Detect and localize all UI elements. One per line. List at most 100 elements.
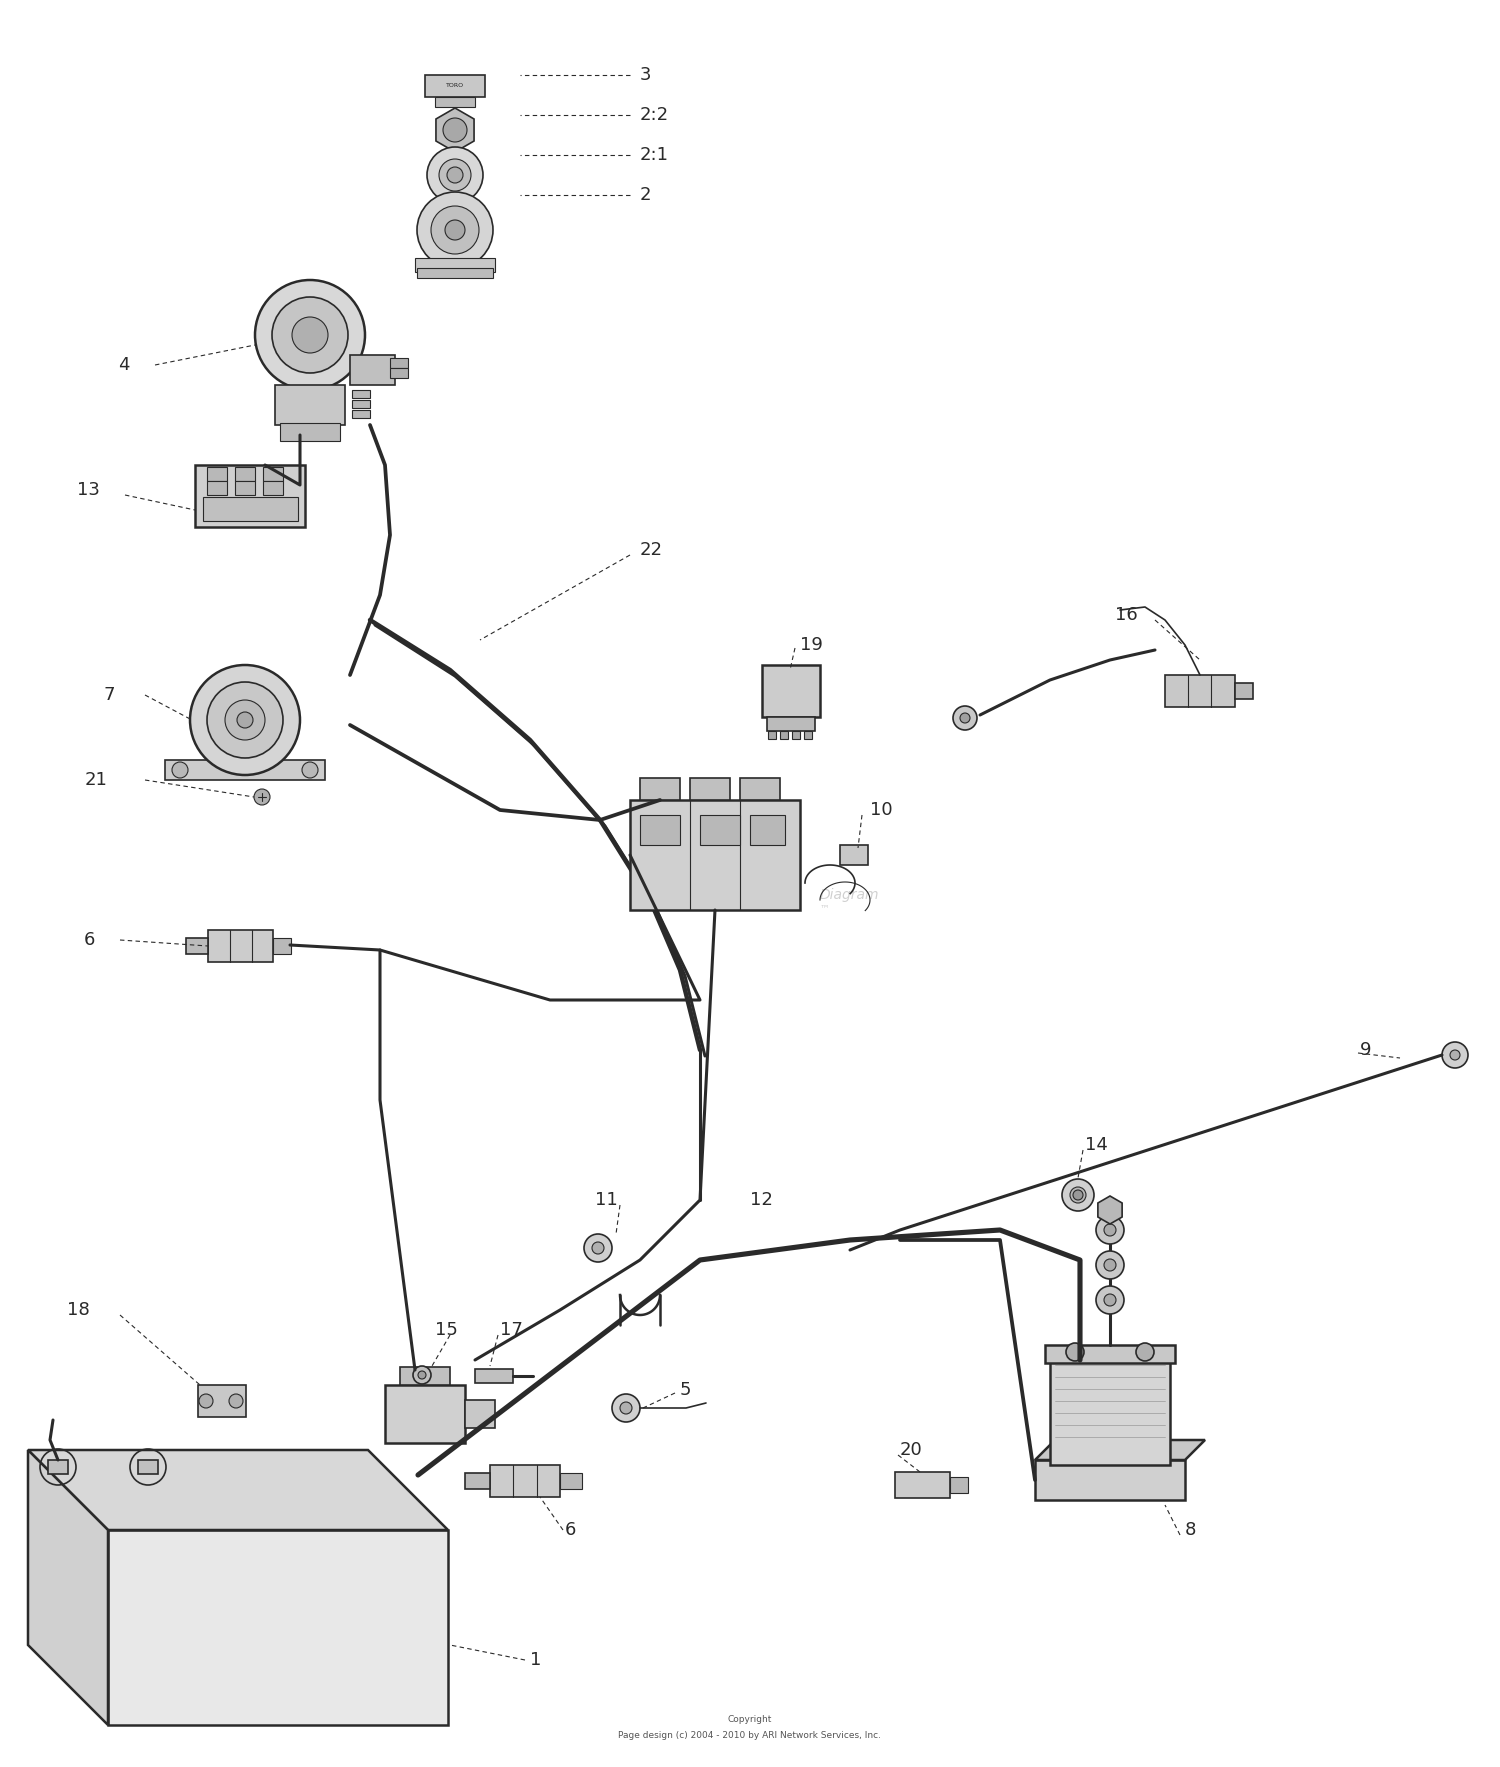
- Bar: [386, 1385, 465, 1444]
- Circle shape: [440, 159, 471, 191]
- Circle shape: [207, 682, 284, 758]
- Polygon shape: [1035, 1460, 1185, 1500]
- Circle shape: [1104, 1293, 1116, 1306]
- Circle shape: [427, 147, 483, 203]
- Polygon shape: [165, 760, 326, 779]
- Text: 6: 6: [566, 1521, 576, 1539]
- Circle shape: [952, 707, 976, 730]
- Circle shape: [413, 1366, 430, 1384]
- Bar: [209, 929, 273, 961]
- Bar: [350, 355, 394, 385]
- Text: 13: 13: [76, 481, 101, 498]
- Bar: [280, 422, 340, 442]
- Circle shape: [200, 1394, 213, 1408]
- Text: 2:1: 2:1: [640, 147, 669, 164]
- Bar: [640, 777, 680, 800]
- Bar: [490, 1465, 560, 1497]
- Bar: [195, 465, 304, 527]
- Bar: [792, 732, 800, 739]
- Bar: [352, 391, 370, 398]
- Bar: [262, 466, 284, 481]
- Bar: [417, 269, 494, 277]
- Circle shape: [237, 712, 254, 728]
- Bar: [400, 1368, 450, 1385]
- Circle shape: [1072, 1189, 1083, 1200]
- Text: 8: 8: [1185, 1521, 1197, 1539]
- Bar: [1166, 675, 1234, 707]
- Text: 12: 12: [750, 1191, 772, 1209]
- Circle shape: [1096, 1286, 1124, 1315]
- Circle shape: [1096, 1216, 1124, 1244]
- Circle shape: [1136, 1343, 1154, 1361]
- Text: 9: 9: [1360, 1041, 1371, 1058]
- Text: Page design (c) 2004 - 2010 by ARI Network Services, Inc.: Page design (c) 2004 - 2010 by ARI Netwo…: [618, 1730, 882, 1739]
- Bar: [804, 732, 812, 739]
- Text: Diagram: Diagram: [821, 889, 879, 901]
- Text: 2: 2: [640, 186, 651, 203]
- Circle shape: [254, 790, 270, 806]
- Circle shape: [960, 714, 970, 723]
- Polygon shape: [436, 108, 474, 152]
- Circle shape: [447, 168, 464, 184]
- Circle shape: [292, 316, 328, 353]
- Text: 1: 1: [530, 1650, 542, 1670]
- Bar: [138, 1460, 158, 1474]
- Bar: [236, 466, 255, 481]
- Circle shape: [584, 1233, 612, 1262]
- Bar: [186, 938, 209, 954]
- Bar: [207, 466, 226, 481]
- Bar: [560, 1474, 582, 1490]
- Bar: [1050, 1361, 1170, 1465]
- Text: 3: 3: [640, 65, 651, 85]
- Circle shape: [1096, 1251, 1124, 1279]
- Bar: [750, 815, 784, 845]
- Polygon shape: [28, 1451, 448, 1530]
- Polygon shape: [1035, 1440, 1205, 1460]
- Circle shape: [272, 297, 348, 373]
- Bar: [950, 1477, 968, 1493]
- Bar: [476, 1369, 513, 1384]
- Bar: [465, 1474, 490, 1490]
- Text: 19: 19: [800, 636, 824, 654]
- Circle shape: [1450, 1050, 1460, 1060]
- Text: 16: 16: [1114, 606, 1137, 624]
- Text: 6: 6: [84, 931, 94, 949]
- Circle shape: [442, 118, 466, 141]
- Bar: [274, 385, 345, 426]
- Text: 10: 10: [870, 800, 892, 818]
- Polygon shape: [108, 1530, 448, 1725]
- Bar: [390, 368, 408, 378]
- Text: TORO: TORO: [446, 83, 464, 88]
- Bar: [390, 359, 408, 368]
- Bar: [262, 481, 284, 495]
- Circle shape: [225, 700, 266, 740]
- Circle shape: [446, 221, 465, 240]
- Circle shape: [1104, 1260, 1116, 1270]
- Circle shape: [612, 1394, 640, 1422]
- Text: 15: 15: [435, 1322, 457, 1339]
- Circle shape: [620, 1401, 632, 1414]
- Circle shape: [172, 762, 188, 777]
- Text: 4: 4: [118, 355, 130, 375]
- Bar: [762, 664, 820, 717]
- Text: ™: ™: [821, 903, 830, 914]
- Bar: [896, 1472, 950, 1498]
- Bar: [236, 481, 255, 495]
- Bar: [48, 1460, 68, 1474]
- Bar: [630, 800, 800, 910]
- Polygon shape: [28, 1451, 108, 1725]
- Circle shape: [592, 1242, 604, 1255]
- Bar: [198, 1385, 246, 1417]
- Circle shape: [417, 193, 494, 269]
- Circle shape: [1062, 1179, 1094, 1210]
- Text: 18: 18: [68, 1301, 90, 1318]
- Polygon shape: [1098, 1196, 1122, 1225]
- Circle shape: [302, 762, 318, 777]
- Text: 20: 20: [900, 1442, 922, 1460]
- Bar: [273, 938, 291, 954]
- Text: Copyright: Copyright: [728, 1716, 772, 1725]
- Bar: [1046, 1345, 1174, 1362]
- Bar: [780, 732, 788, 739]
- Text: 5: 5: [680, 1382, 692, 1399]
- Bar: [416, 258, 495, 272]
